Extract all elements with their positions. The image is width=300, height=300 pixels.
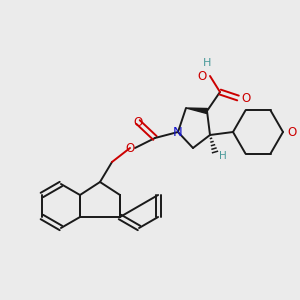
Polygon shape bbox=[186, 108, 207, 113]
Text: H: H bbox=[203, 58, 211, 68]
Text: H: H bbox=[219, 151, 227, 161]
Text: O: O bbox=[134, 116, 142, 128]
Text: O: O bbox=[287, 125, 297, 139]
Text: N: N bbox=[173, 125, 183, 139]
Text: O: O bbox=[197, 70, 207, 83]
Text: O: O bbox=[242, 92, 250, 104]
Text: O: O bbox=[125, 142, 135, 154]
